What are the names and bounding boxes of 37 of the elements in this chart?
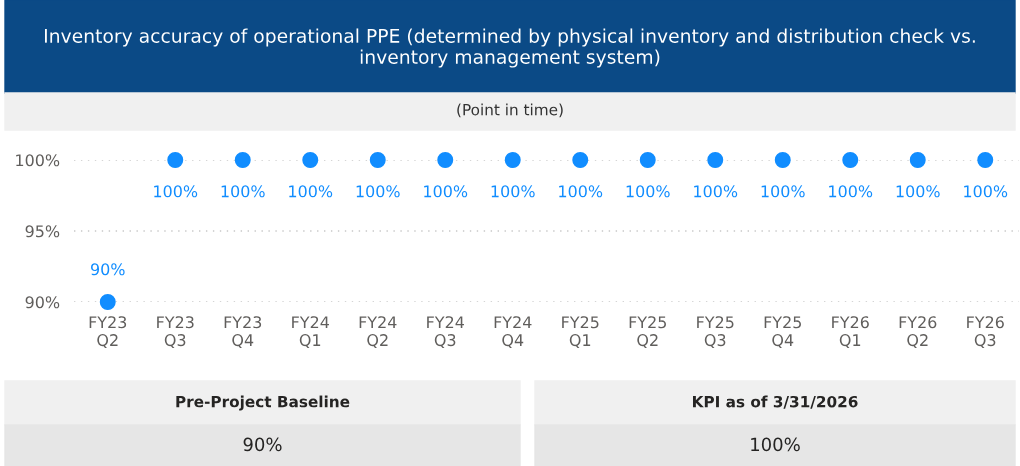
data-label: 90% [91,263,125,276]
x-tick-label: FY25 Q4 [764,316,801,348]
x-tick-label: FY23 Q4 [224,316,262,348]
data-label: 100% [626,185,670,198]
x-tick-label: FY25 Q3 [697,316,734,348]
x-tick-label: FY24 Q3 [427,316,464,348]
x-tick-label: FY26 Q2 [899,316,937,348]
data-label: 100% [154,185,198,198]
data-label: 100% [221,185,265,198]
data-label: 100% [694,185,738,198]
data-label: 100% [356,185,400,198]
data-label: 100% [896,185,940,198]
data-label: 100% [559,185,603,198]
text: Pre-Project Baseline [176,395,350,411]
text: KPI as of 3/31/2026 [693,395,858,409]
x-tick-label: FY24 Q2 [359,316,397,348]
x-tick-label: FY23 Q3 [157,316,194,348]
y-tick-label: 95% [25,225,60,238]
data-label: 100% [761,185,805,198]
text: 90% [243,437,282,452]
x-tick-label: FY25 Q1 [562,316,599,348]
y-tick-label: 90% [25,296,60,309]
x-tick-label: FY26 Q1 [832,316,869,348]
x-tick-label: FY24 Q4 [494,316,532,348]
x-tick-label: FY25 Q2 [629,316,666,348]
data-label: 100% [829,185,873,198]
x-tick-label: FY24 Q1 [292,316,329,348]
chart-subtitle: (Point in time) [457,103,563,118]
data-label: 100% [491,185,535,198]
x-tick-label: FY23 Q2 [89,316,127,348]
data-label: 100% [424,185,468,198]
data-label: 100% [289,185,333,198]
data-label: 100% [964,185,1008,198]
chart-title: Inventory accuracy of operational PPE (determined by physical inventory and distribution check vs. inventory management system) [44,28,975,68]
y-tick-label: 100% [16,154,60,167]
text: 100% [751,437,800,452]
x-tick-label: FY26 Q3 [967,316,1004,348]
